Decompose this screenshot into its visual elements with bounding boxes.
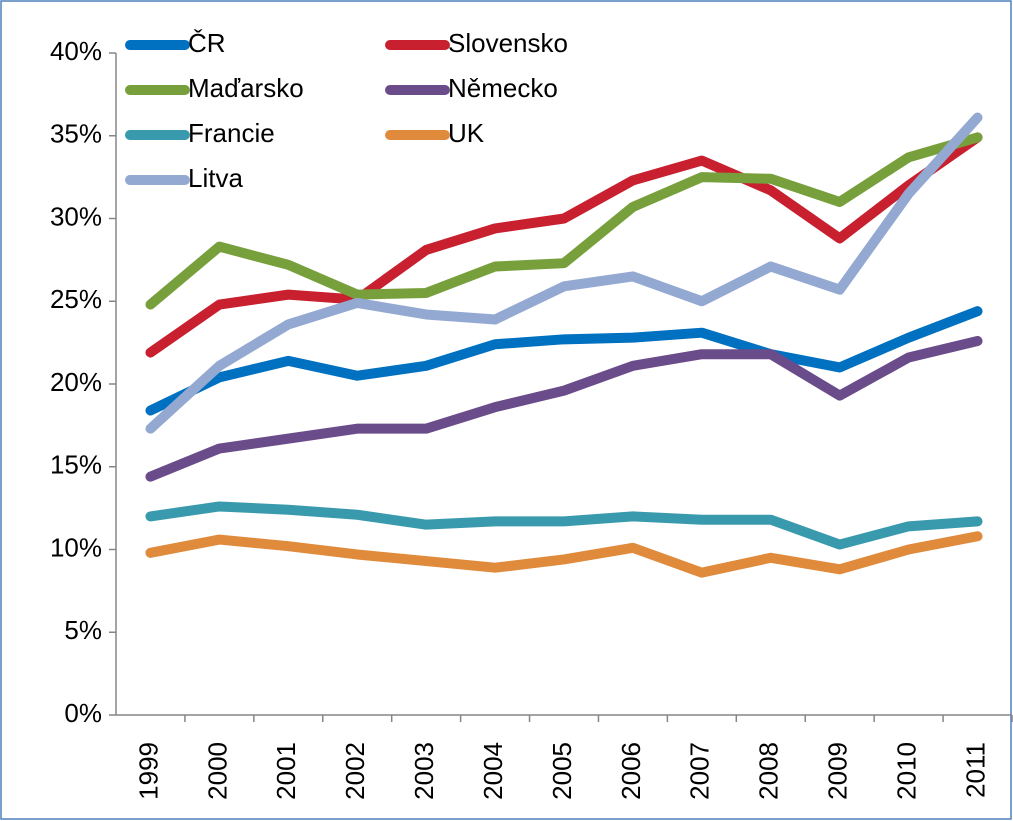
- x-tick-label: 1999: [133, 742, 163, 800]
- x-tick-label: 2005: [547, 742, 577, 800]
- y-tick-label: 35%: [50, 119, 102, 149]
- x-tick-label: 2010: [891, 742, 921, 800]
- x-tick-label: 2011: [960, 742, 990, 798]
- legend-label: Maďarsko: [188, 73, 304, 103]
- y-tick-label: 5%: [64, 615, 102, 645]
- x-tick-label: 2001: [271, 742, 301, 800]
- y-tick-label: 30%: [50, 201, 102, 231]
- x-tick-label: 2007: [685, 742, 715, 800]
- series-line: [145, 335, 983, 482]
- series-line: [145, 132, 983, 310]
- series-line: [145, 531, 983, 578]
- x-tick-label: 2003: [409, 742, 439, 800]
- series-line: [145, 112, 983, 434]
- x-tick-label: 2009: [823, 742, 853, 800]
- x-tick-label: 2000: [202, 742, 232, 800]
- y-tick-label: 15%: [50, 450, 102, 480]
- series-line: [145, 306, 983, 416]
- x-tick-label: 2004: [478, 742, 508, 800]
- y-tick-label: 40%: [50, 36, 102, 66]
- y-tick-label: 0%: [64, 698, 102, 728]
- y-tick-label: 20%: [50, 367, 102, 397]
- legend-label: UK: [448, 118, 485, 148]
- x-tick-label: 2002: [340, 742, 370, 800]
- x-tick-label: 2006: [616, 742, 646, 800]
- legend-label: Litva: [188, 163, 243, 193]
- y-tick-label: 10%: [50, 532, 102, 562]
- legend-label: Slovensko: [448, 28, 568, 58]
- legend-label: Německo: [448, 73, 558, 103]
- series-line: [145, 132, 983, 358]
- legend-label: ČR: [188, 28, 226, 58]
- x-tick-label: 2008: [754, 742, 784, 800]
- legend-label: Francie: [188, 118, 275, 148]
- y-tick-label: 25%: [50, 284, 102, 314]
- series-line: [145, 501, 983, 550]
